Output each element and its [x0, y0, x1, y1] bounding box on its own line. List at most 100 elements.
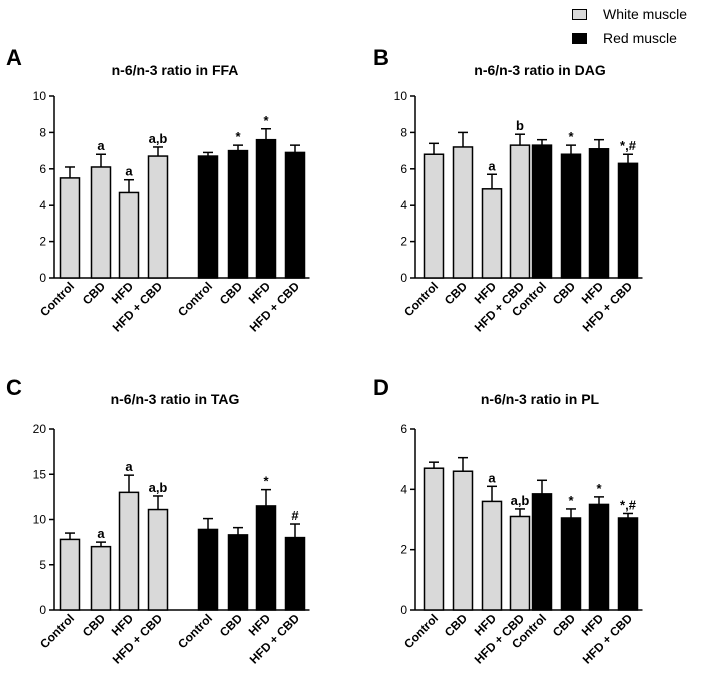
y-tick-label: 20 [33, 422, 47, 436]
significance-label: * [235, 129, 241, 144]
bar [560, 153, 582, 279]
panel-letter: A [6, 45, 22, 70]
bar [227, 534, 249, 611]
bar [284, 151, 306, 279]
bar [617, 162, 639, 279]
x-tick-label: CBD [80, 611, 109, 640]
bar [284, 536, 306, 611]
significance-label: * [263, 474, 269, 489]
y-tick-label: 0 [39, 603, 46, 617]
bar [509, 515, 531, 611]
bar [90, 545, 112, 611]
bar [255, 138, 277, 279]
y-tick-label: 6 [39, 162, 46, 176]
significance-label: * [596, 481, 602, 496]
bar [147, 155, 169, 279]
legend-label-red: Red muscle [603, 30, 677, 46]
bar [481, 188, 503, 279]
bar [255, 505, 277, 611]
y-tick-label: 15 [33, 467, 47, 481]
bar [197, 155, 219, 279]
significance-label: * [568, 493, 574, 508]
significance-label: a [97, 138, 105, 153]
y-tick-label: 2 [39, 235, 46, 249]
y-tick-label: 10 [394, 89, 408, 103]
bar [59, 538, 81, 611]
x-tick-label: Control [37, 611, 77, 651]
bar [531, 493, 553, 611]
panel-title: n-6/n-3 ratio in FFA [112, 62, 239, 78]
x-tick-label: CBD [80, 279, 109, 308]
panel-title: n-6/n-3 ratio in PL [481, 391, 600, 407]
bar [423, 153, 445, 279]
bar [118, 491, 140, 611]
bar [197, 528, 219, 611]
y-tick-label: 10 [33, 89, 47, 103]
significance-label: a [125, 164, 133, 179]
bar [147, 508, 169, 611]
significance-label: a,b [511, 493, 530, 508]
y-tick-label: 8 [39, 125, 46, 139]
bar [588, 148, 610, 279]
y-tick-label: 0 [400, 603, 407, 617]
y-tick-label: 4 [39, 198, 46, 212]
panel-title: n-6/n-3 ratio in DAG [474, 62, 606, 78]
panel-title: n-6/n-3 ratio in TAG [111, 391, 240, 407]
bar [588, 503, 610, 611]
bar [617, 517, 639, 611]
legend-label-white: White muscle [603, 6, 688, 22]
significance-label: *,# [620, 497, 637, 512]
panel-letter: D [373, 375, 389, 400]
x-tick-label: CBD [550, 279, 579, 308]
significance-label: a,b [149, 480, 168, 495]
bar [452, 470, 474, 611]
bar [90, 166, 112, 279]
x-tick-label: Control [401, 611, 441, 651]
legend-item-red-muscle: Red muscle [572, 26, 687, 50]
x-tick-label: Control [37, 279, 77, 319]
significance-label: a [488, 470, 496, 485]
bar [59, 177, 81, 279]
y-tick-label: 2 [400, 235, 407, 249]
y-tick-label: 0 [39, 271, 46, 285]
x-tick-label: CBD [442, 279, 471, 308]
x-tick-label: Control [401, 279, 441, 319]
significance-label: b [516, 118, 524, 133]
bar [560, 517, 582, 611]
y-tick-label: 4 [400, 482, 407, 496]
y-tick-label: 5 [39, 558, 46, 572]
y-tick-label: 6 [400, 162, 407, 176]
bar [531, 144, 553, 279]
y-tick-label: 0 [400, 271, 407, 285]
bar [227, 149, 249, 279]
x-tick-label: CBD [217, 611, 246, 640]
bar [118, 191, 140, 279]
significance-label: a [488, 158, 496, 173]
y-tick-label: 2 [400, 543, 407, 557]
x-tick-label: CBD [550, 611, 579, 640]
panel-letter: B [373, 45, 389, 70]
bar [509, 144, 531, 279]
x-tick-label: CBD [217, 279, 246, 308]
significance-label: a [97, 526, 105, 541]
legend-swatch-white [572, 8, 587, 20]
y-tick-label: 10 [33, 513, 47, 527]
y-tick-label: 6 [400, 422, 407, 436]
x-tick-label: Control [175, 279, 215, 319]
bar [481, 500, 503, 611]
y-tick-label: 8 [400, 125, 407, 139]
significance-label: a [125, 459, 133, 474]
significance-label: a,b [149, 131, 168, 146]
legend: White muscle Red muscle [572, 2, 687, 50]
significance-label: *,# [620, 138, 637, 153]
x-tick-label: Control [175, 611, 215, 651]
significance-label: # [291, 508, 299, 523]
panel-letter: C [6, 375, 22, 400]
bar [452, 146, 474, 279]
